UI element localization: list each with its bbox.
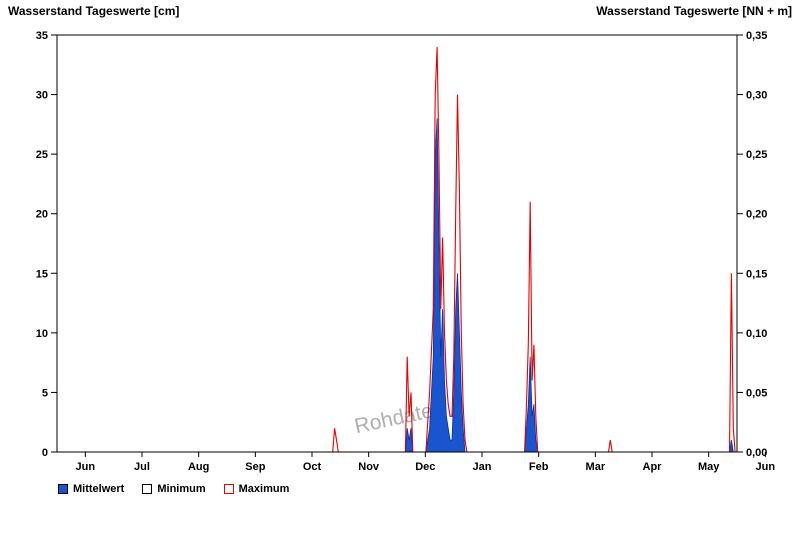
x-tick-label: Jan <box>473 461 492 473</box>
y-left-tick-label: 0 <box>42 447 48 459</box>
y-left-tick-label: 25 <box>36 149 48 161</box>
x-tick-label: Sep <box>245 461 265 473</box>
plot-frame <box>56 34 738 453</box>
y-right-tick-label: 0,00 <box>746 447 767 459</box>
x-tick-label: Oct <box>303 461 322 473</box>
y-right-tick-label: 0,35 <box>746 30 767 42</box>
y-right-tick-label: 0,25 <box>746 149 767 161</box>
x-tick-label: Feb <box>529 461 549 473</box>
legend-item-maximum: Maximum <box>223 483 290 495</box>
legend-swatch-mittelwert <box>58 484 68 494</box>
x-tick-label: Jun <box>756 461 776 473</box>
x-tick-label: Mar <box>586 461 606 473</box>
x-tick-label: Apr <box>643 461 663 473</box>
y-axes: 0 0,00 5 0,05 10 0,10 15 0,15 20 0,20 25 0,25 30 0,30… <box>36 30 768 459</box>
y-right-tick-label: 0,15 <box>746 268 767 280</box>
x-tick-label: Dec <box>415 461 435 473</box>
y-left-tick-label: 5 <box>42 387 48 399</box>
y-left-tick-label: 35 <box>36 30 48 42</box>
y-left-tick-label: 30 <box>36 90 48 102</box>
legend-label: Minimum <box>157 483 206 495</box>
legend-swatch-maximum <box>223 484 234 494</box>
x-tick-label: Jul <box>134 461 150 473</box>
y-right-tick-label: 0,05 <box>746 387 767 399</box>
x-tick-label: Nov <box>358 461 380 473</box>
series-mittelwert <box>57 118 737 453</box>
y-left-tick-label: 20 <box>36 209 48 221</box>
y-right-tick-label: 0,30 <box>746 90 767 102</box>
y-left-tick-label: 15 <box>36 268 48 280</box>
right-axis-title: Wasserstand Tageswerte [NN + m] <box>596 4 792 18</box>
x-tick-label: May <box>698 461 720 473</box>
y-left-tick-label: 10 <box>36 328 48 340</box>
legend-label: Mittelwert <box>73 483 125 495</box>
series-maximum <box>57 46 737 453</box>
legend-swatch-minimum <box>142 484 153 494</box>
legend-item-mittelwert: Mittelwert <box>58 483 124 495</box>
y-right-tick-label: 0,20 <box>746 209 767 221</box>
legend-item-minimum: Minimum <box>142 483 206 495</box>
y-right-tick-label: 0,10 <box>746 328 767 340</box>
x-axis: Jun Jul Aug Sep Oct Nov Dec Jan Feb Mar Apr May Jun <box>76 452 776 473</box>
legend-label: Maximum <box>238 483 290 495</box>
series-group <box>57 46 737 453</box>
x-tick-label: Jun <box>76 461 96 473</box>
legend: Mittelwert Minimum Maximum <box>58 483 289 495</box>
left-axis-title: Wasserstand Tageswerte [cm] <box>8 4 180 18</box>
x-tick-label: Aug <box>188 461 209 473</box>
